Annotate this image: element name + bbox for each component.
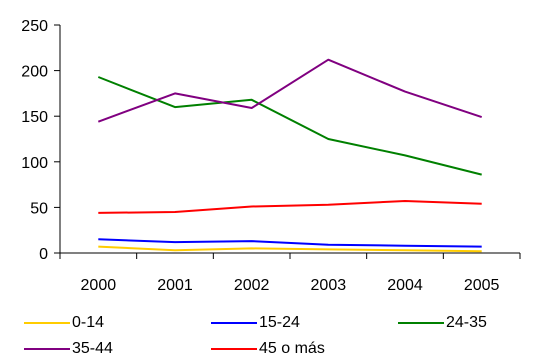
x-tick-label: 2002 [234,277,270,294]
series-lines [97,58,483,253]
x-tick-label: 2001 [157,277,193,294]
x-tick-label: 2003 [311,277,347,294]
axes [59,25,520,254]
legend-swatch-35-44 [24,348,70,350]
legend-swatch-24-35 [398,322,444,324]
y-tick-label: 100 [21,155,48,172]
series-line-24-35 [97,76,482,176]
legend: 0-14 15-24 24-35 35-44 45 o más [0,310,539,363]
y-tick-label: 150 [21,109,48,126]
legend-label-45-o-mas: 45 o más [259,340,325,357]
x-tick-label: 2005 [464,277,500,294]
y-tick-label: 200 [21,64,48,81]
legend-item-0-14: 0-14 [24,312,104,334]
legend-swatch-0-14 [24,322,70,324]
legend-item-45-o-mas: 45 o más [211,338,325,360]
legend-item-15-24: 15-24 [211,312,300,334]
y-axis-ticks: 0 50 100 150 200 250 [21,18,60,263]
y-tick-label: 250 [21,18,48,35]
y-tick-label: 50 [30,200,48,217]
legend-item-35-44: 35-44 [24,338,113,360]
y-tick-label: 0 [39,246,48,263]
x-axis-ticks: 2000 2001 2002 2003 2004 2005 [59,253,521,294]
series-line-0-14 [98,245,482,253]
legend-item-24-35: 24-35 [398,312,487,334]
series-line-45-o-m-s [98,200,482,214]
x-tick-label: 2004 [387,277,423,294]
legend-swatch-45-o-mas [211,348,257,350]
legend-label-15-24: 15-24 [259,314,300,331]
series-line-35-44 [97,58,483,123]
line-chart: 0 50 100 150 200 250 2000 2001 2002 2003 2004 2005 [21,18,521,294]
legend-label-0-14: 0-14 [72,314,105,331]
x-tick-label: 2000 [81,277,117,294]
legend-swatch-15-24 [211,322,257,324]
series-line-15-24 [98,238,482,248]
legend-label-24-35: 24-35 [446,314,487,331]
legend-label-35-44: 35-44 [72,340,113,357]
